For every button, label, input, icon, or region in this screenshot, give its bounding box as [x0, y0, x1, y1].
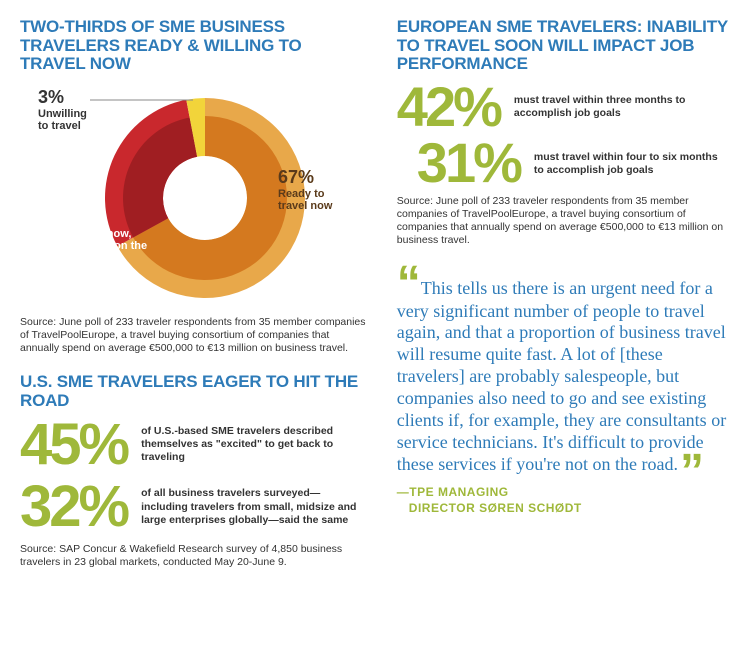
- left-column: TWO-THIRDS OF SME BUSINESS TRAVELERS REA…: [20, 18, 367, 652]
- open-quote-icon: “: [397, 277, 415, 291]
- stat-desc: of U.S.-based SME travelers described th…: [141, 425, 367, 464]
- close-quote-icon: ”: [680, 465, 698, 479]
- section-title: TWO-THIRDS OF SME BUSINESS TRAVELERS REA…: [20, 18, 367, 74]
- section-us-travelers: U.S. SME TRAVELERS EAGER TO HIT THE ROAD…: [20, 373, 367, 569]
- stat-number: 31%: [417, 138, 520, 188]
- donut-label-ready: 67% Ready to travel now: [278, 168, 348, 212]
- pct: 30%: [42, 208, 172, 228]
- section-title: EUROPEAN SME TRAVELERS: INABILITY TO TRA…: [397, 18, 730, 74]
- stat-row: 32% of all business travelers surveyed—i…: [20, 481, 367, 533]
- donut-label-might: 30% Might travel now, depending upon the…: [42, 208, 172, 264]
- stat-desc: must travel within three months to accom…: [514, 94, 730, 120]
- pull-quote: “This tells us there is an urgent need f…: [397, 277, 730, 516]
- label-text: Ready to travel now: [278, 188, 332, 212]
- stat-desc: of all business travelers surveyed—inclu…: [141, 487, 367, 526]
- label-text: Unwilling to travel: [38, 108, 87, 132]
- donut-chart: 67% Ready to travel now 30% Might travel…: [20, 78, 350, 308]
- pct: 67%: [278, 168, 348, 188]
- right-column: EUROPEAN SME TRAVELERS: INABILITY TO TRA…: [397, 18, 730, 652]
- stat-row: 42% must travel within three months to a…: [397, 82, 730, 132]
- stat-number: 45%: [20, 419, 127, 471]
- attribution-line: DIRECTOR SØREN SCHØDT: [409, 501, 582, 515]
- section-title: U.S. SME TRAVELERS EAGER TO HIT THE ROAD: [20, 373, 367, 410]
- quote-body: This tells us there is an urgent need fo…: [397, 279, 726, 475]
- stat-desc: must travel within four to six months to…: [534, 151, 730, 177]
- section-travel-readiness: TWO-THIRDS OF SME BUSINESS TRAVELERS REA…: [20, 18, 367, 373]
- label-text: Might travel now, depending upon the cir…: [42, 228, 147, 264]
- stat-row: 31% must travel within four to six month…: [417, 138, 730, 188]
- pct: 3%: [38, 88, 98, 108]
- section-european-travelers: EUROPEAN SME TRAVELERS: INABILITY TO TRA…: [397, 18, 730, 265]
- source-text: Source: June poll of 233 traveler respon…: [397, 195, 730, 248]
- attribution-line: —TPE MANAGING: [397, 485, 509, 499]
- stat-number: 42%: [397, 82, 500, 132]
- source-text: Source: SAP Concur & Wakefield Research …: [20, 543, 367, 569]
- donut-label-unwilling: 3% Unwilling to travel: [38, 88, 98, 132]
- source-text: Source: June poll of 233 traveler respon…: [20, 316, 367, 355]
- stat-number: 32%: [20, 481, 127, 533]
- quote-text: “This tells us there is an urgent need f…: [397, 277, 730, 479]
- stat-row: 45% of U.S.-based SME travelers describe…: [20, 419, 367, 471]
